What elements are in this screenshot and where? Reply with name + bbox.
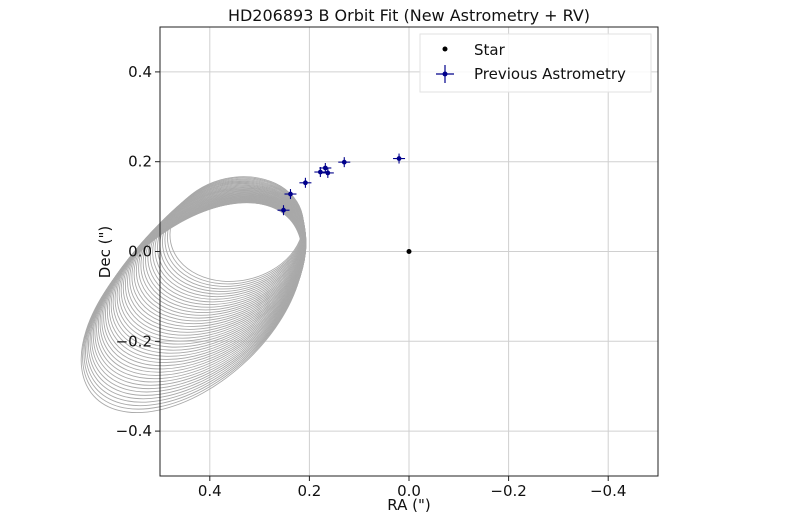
data-points <box>277 153 412 254</box>
legend-star-label: Star <box>474 41 506 59</box>
star-marker <box>406 249 412 254</box>
grid-lines <box>160 27 658 476</box>
y-tick-label: 0.4 <box>128 63 152 81</box>
x-tick-label: 0.2 <box>297 482 321 500</box>
y-axis-label: Dec (") <box>96 226 114 278</box>
y-tick-label: 0.0 <box>128 243 152 261</box>
astrometry-point <box>314 167 327 178</box>
orbit-curves <box>80 176 307 414</box>
legend-box <box>419 33 652 93</box>
astrometry-point <box>299 177 312 188</box>
astrometry-point <box>393 153 406 164</box>
y-tick-label: −0.4 <box>116 422 152 440</box>
orbit-curve <box>80 202 303 414</box>
astrometry-point <box>319 162 332 173</box>
astrometry-point <box>284 189 297 200</box>
legend-astrometry-marker <box>436 65 454 83</box>
astrometry-point <box>321 167 334 178</box>
legend-astrometry-label: Previous Astrometry <box>474 65 626 83</box>
legend: Star Previous Astrometry <box>419 33 652 93</box>
x-tick-label: −0.2 <box>490 482 526 500</box>
legend-star-marker <box>442 46 448 52</box>
axis-ticks: 0.4 0.2 0.0 −0.2 −0.4 0.4 0.2 0.0 −0.2 −0.4 <box>116 63 627 500</box>
x-tick-label: 0.4 <box>198 482 222 500</box>
x-tick-label: 0.0 <box>397 482 421 500</box>
chart-title: HD206893 B Orbit Fit (New Astrometry + R… <box>228 6 590 25</box>
x-tick-label: −0.4 <box>590 482 626 500</box>
y-tick-label: 0.2 <box>128 153 152 171</box>
astrometry-point <box>277 205 290 216</box>
y-tick-label: −0.2 <box>116 332 152 350</box>
astrometry-point <box>338 157 351 168</box>
x-axis-label: RA (") <box>387 496 430 514</box>
